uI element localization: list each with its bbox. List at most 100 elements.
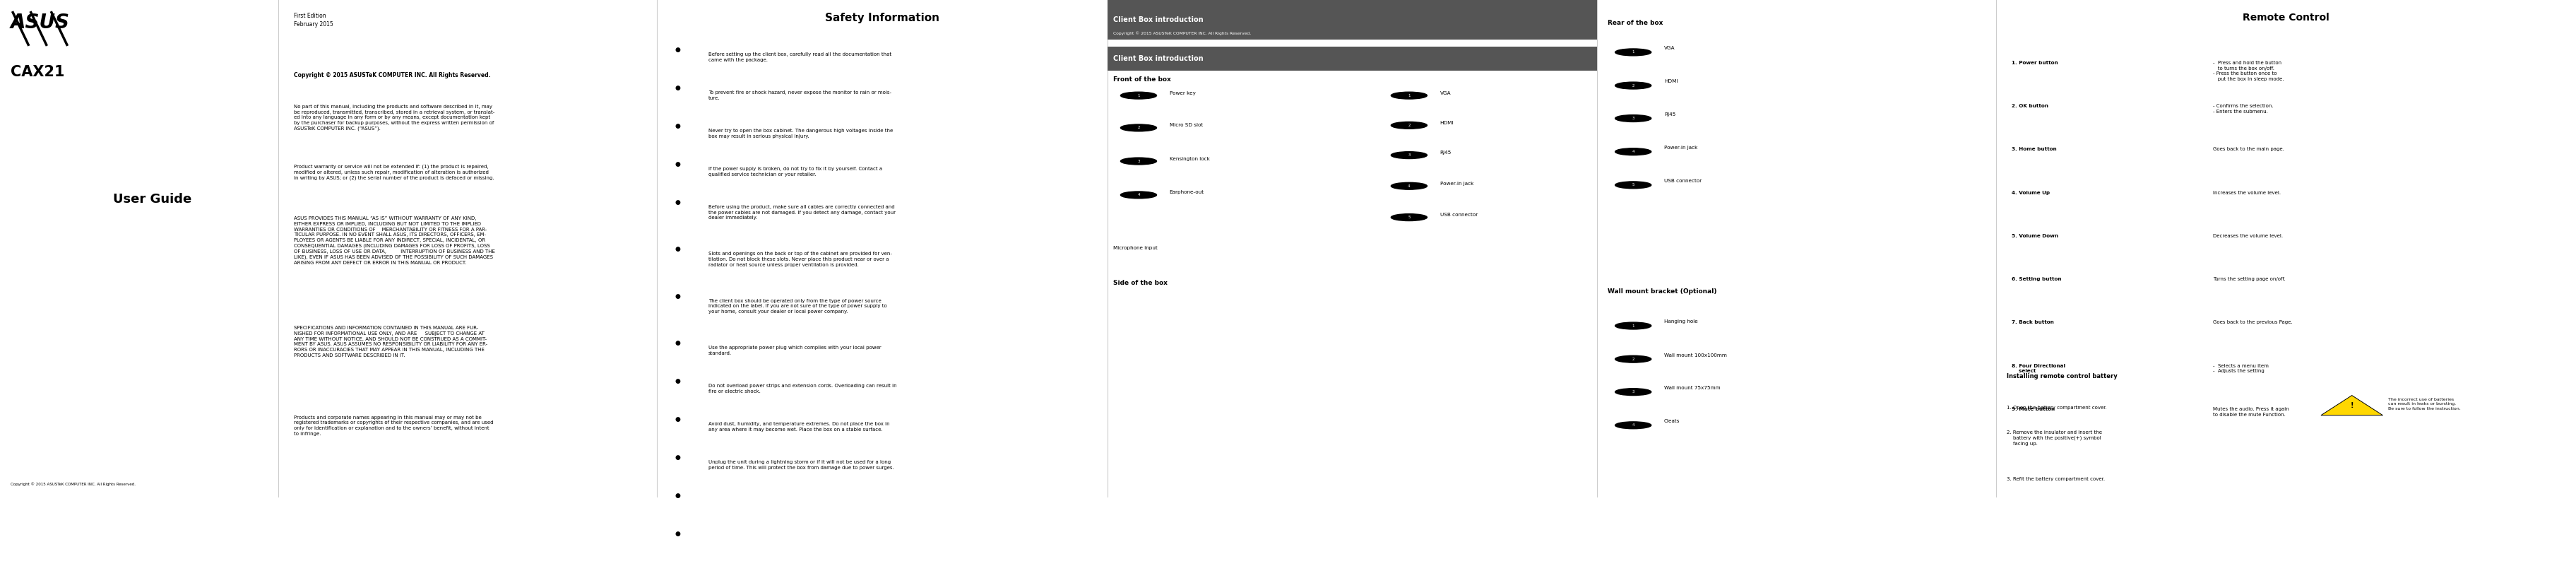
Circle shape: [1615, 82, 1651, 89]
Circle shape: [1615, 49, 1651, 55]
Circle shape: [1615, 322, 1651, 329]
Circle shape: [1615, 148, 1651, 155]
Text: Power-in jack: Power-in jack: [1664, 145, 1698, 150]
Circle shape: [1615, 422, 1651, 428]
Circle shape: [1391, 152, 1427, 158]
Text: Copyright © 2015 ASUSTeK COMPUTER INC. All Rights Reserved.: Copyright © 2015 ASUSTeK COMPUTER INC. A…: [10, 482, 137, 486]
Text: 8. Four Directional
    select: 8. Four Directional select: [2012, 363, 2066, 374]
Text: Before using the product, make sure all cables are correctly connected and
the p: Before using the product, make sure all …: [708, 205, 896, 220]
Text: ●: ●: [675, 246, 680, 252]
Text: Wall mount bracket (Optional): Wall mount bracket (Optional): [1607, 289, 1716, 295]
Circle shape: [1391, 182, 1427, 190]
Text: Client Box introduction: Client Box introduction: [1113, 55, 1203, 62]
Text: Increases the volume level.: Increases the volume level.: [2213, 191, 2280, 195]
Text: Before setting up the client box, carefully read all the documentation that
came: Before setting up the client box, carefu…: [708, 52, 891, 62]
Text: 2. OK button: 2. OK button: [2012, 104, 2048, 108]
Text: HDMI: HDMI: [1440, 121, 1453, 125]
Text: 5. Volume Down: 5. Volume Down: [2012, 234, 2058, 238]
Text: Never push objects or spill liquid of any kind into the slots on the box cabi-
n: Never push objects or spill liquid of an…: [708, 498, 894, 508]
FancyBboxPatch shape: [1108, 47, 1597, 71]
Text: -  Selects a menu item
-  Adjusts the setting: - Selects a menu item - Adjusts the sett…: [2213, 363, 2269, 374]
Text: Power-in jack: Power-in jack: [1440, 182, 1473, 186]
Text: ●: ●: [675, 85, 680, 91]
Text: Mutes the audio. Press it again
to disable the mute Function.: Mutes the audio. Press it again to disab…: [2213, 407, 2290, 417]
Text: ●: ●: [675, 492, 680, 499]
Text: Avoid dust, humidity, and temperature extremes. Do not place the box in
any area: Avoid dust, humidity, and temperature ex…: [708, 422, 889, 432]
Text: ●: ●: [675, 46, 680, 53]
Text: To prevent fire or shock hazard, never expose the monitor to rain or mois-
ture.: To prevent fire or shock hazard, never e…: [708, 91, 891, 100]
Text: HDMI: HDMI: [1664, 79, 1677, 84]
Text: USB connector: USB connector: [1664, 179, 1703, 183]
Text: CAX21: CAX21: [10, 65, 64, 79]
Text: ●: ●: [675, 378, 680, 384]
Circle shape: [1121, 158, 1157, 165]
Text: Use the appropriate power plug which complies with your local power
standard.: Use the appropriate power plug which com…: [708, 346, 881, 355]
Text: ●: ●: [675, 417, 680, 423]
Text: 1. Open the battery compartment cover.: 1. Open the battery compartment cover.: [2007, 405, 2107, 410]
Text: VGA: VGA: [1664, 46, 1674, 50]
Text: Slots and openings on the back or top of the cabinet are provided for ven-
tilat: Slots and openings on the back or top of…: [708, 252, 891, 267]
Text: No part of this manual, including the products and software described in it, may: No part of this manual, including the pr…: [294, 105, 495, 131]
Text: SPECIFICATIONS AND INFORMATION CONTAINED IN THIS MANUAL ARE FUR-
NISHED FOR INFO: SPECIFICATIONS AND INFORMATION CONTAINED…: [294, 326, 487, 357]
FancyBboxPatch shape: [1108, 0, 1597, 40]
Text: Copyright © 2015 ASUSTeK COMPUTER INC. All Rights Reserved.: Copyright © 2015 ASUSTeK COMPUTER INC. A…: [1113, 31, 1252, 35]
Circle shape: [1615, 355, 1651, 363]
Text: Never try to open the box cabinet. The dangerous high voltages inside the
box ma: Never try to open the box cabinet. The d…: [708, 128, 894, 138]
Text: ASUS: ASUS: [10, 12, 70, 32]
Text: ●: ●: [675, 123, 680, 129]
Text: Goes back to the previous Page.: Goes back to the previous Page.: [2213, 320, 2293, 324]
Text: Remote Control: Remote Control: [2244, 12, 2329, 22]
Text: Micro SD slot: Micro SD slot: [1170, 123, 1203, 127]
Circle shape: [1391, 122, 1427, 129]
Text: 3. Home button: 3. Home button: [2012, 147, 2056, 152]
Text: Product warranty or service will not be extended if: (1) the product is repaired: Product warranty or service will not be …: [294, 164, 495, 180]
Text: Products and corporate names appearing in this manual may or may not be
register: Products and corporate names appearing i…: [294, 415, 492, 436]
Text: The client box should be operated only from the type of power source
indicated o: The client box should be operated only f…: [708, 299, 886, 314]
Text: Safety Information: Safety Information: [824, 12, 940, 23]
Circle shape: [1391, 214, 1427, 221]
Text: USB connector: USB connector: [1440, 213, 1479, 217]
Circle shape: [1391, 92, 1427, 99]
Circle shape: [1615, 388, 1651, 396]
Text: Power key: Power key: [1170, 91, 1195, 95]
Text: Turns the setting page on/off.: Turns the setting page on/off.: [2213, 277, 2285, 281]
Text: 7. Back button: 7. Back button: [2012, 320, 2053, 324]
Circle shape: [1121, 125, 1157, 131]
Text: 9. Mute button: 9. Mute button: [2012, 407, 2056, 411]
Circle shape: [1615, 115, 1651, 122]
Text: The socket-outlet shall be installed near the equipment and shall be easily
acce: The socket-outlet shall be installed nea…: [708, 537, 894, 546]
Text: - Confirms the selection.
- Enters the submenu.: - Confirms the selection. - Enters the s…: [2213, 104, 2272, 114]
Polygon shape: [2321, 396, 2383, 415]
Text: ●: ●: [675, 199, 680, 205]
Text: ●: ●: [675, 161, 680, 168]
Text: Wall mount 100x100mm: Wall mount 100x100mm: [1664, 353, 1726, 357]
Text: 4. Volume Up: 4. Volume Up: [2012, 191, 2050, 195]
Text: RJ45: RJ45: [1440, 151, 1450, 155]
Text: User Guide: User Guide: [113, 192, 191, 205]
Text: Do not overload power strips and extension cords. Overloading can result in
fire: Do not overload power strips and extensi…: [708, 384, 896, 393]
Text: Goes back to the main page.: Goes back to the main page.: [2213, 147, 2285, 152]
Text: Decreases the volume level.: Decreases the volume level.: [2213, 234, 2282, 238]
Text: 2. Remove the insulator and insert the
    battery with the positive(+) symbol
 : 2. Remove the insulator and insert the b…: [2007, 430, 2102, 446]
Circle shape: [1615, 182, 1651, 188]
Text: ●: ●: [675, 531, 680, 537]
Text: Wall mount 75x75mm: Wall mount 75x75mm: [1664, 386, 1721, 390]
Text: ●: ●: [675, 454, 680, 461]
Text: Hanging hole: Hanging hole: [1664, 320, 1698, 324]
Text: Unplug the unit during a lightning storm or if it will not be used for a long
pe: Unplug the unit during a lightning storm…: [708, 460, 894, 470]
Text: Side of the box: Side of the box: [1113, 280, 1167, 286]
Text: -  Press and hold the button
   to turns the box on/off.
- Press the button once: - Press and hold the button to turns the…: [2213, 61, 2285, 82]
Text: Client Box introduction: Client Box introduction: [1113, 16, 1203, 23]
Circle shape: [1121, 92, 1157, 99]
Circle shape: [1121, 191, 1157, 199]
Text: 1. Power button: 1. Power button: [2012, 61, 2058, 65]
Text: Copyright © 2015 ASUSTeK COMPUTER INC. All Rights Reserved.: Copyright © 2015 ASUSTeK COMPUTER INC. A…: [294, 72, 489, 79]
Text: RJ45: RJ45: [1664, 112, 1674, 117]
Text: VGA: VGA: [1440, 91, 1450, 95]
Text: First Edition
February 2015: First Edition February 2015: [294, 12, 332, 28]
Text: The incorrect use of batteries
can result in leaks or bursting.
Be sure to follo: The incorrect use of batteries can resul…: [2388, 398, 2460, 410]
Text: 3. Refit the battery compartment cover.: 3. Refit the battery compartment cover.: [2007, 477, 2105, 481]
Text: ●: ●: [675, 293, 680, 299]
Text: Earphone-out: Earphone-out: [1170, 190, 1203, 195]
Text: Front of the box: Front of the box: [1113, 76, 1170, 83]
